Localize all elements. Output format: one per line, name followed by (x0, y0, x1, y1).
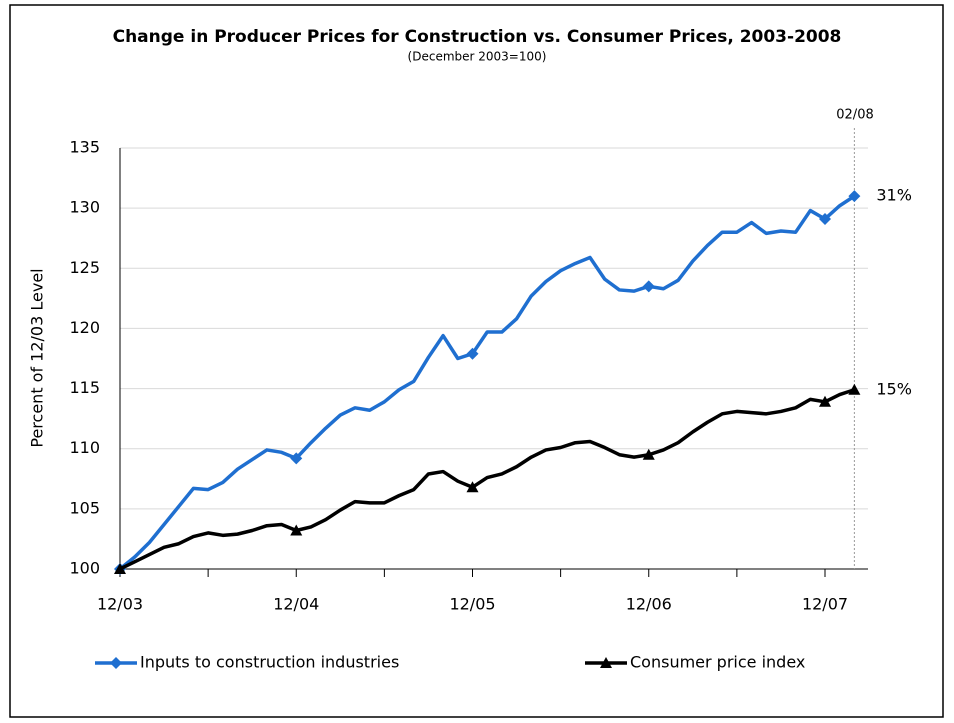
end-label: 31% (876, 186, 912, 205)
frame (9, 4, 944, 718)
x-tick-label: 12/06 (626, 595, 672, 614)
y-tick-label: 100 (69, 559, 100, 578)
y-axis-label: Percent of 12/03 Level (28, 268, 47, 447)
chart-title: Change in Producer Prices for Constructi… (113, 27, 842, 47)
legend-label: Inputs to construction industries (140, 653, 399, 672)
diamond-marker (290, 452, 303, 465)
triangle-marker (600, 657, 612, 668)
diamond-marker (642, 280, 655, 293)
diamond-marker (848, 190, 861, 203)
diamond-marker (110, 657, 122, 669)
triangle-marker (466, 481, 479, 493)
triangle-marker (290, 524, 303, 536)
legend-label: Consumer price index (630, 653, 805, 672)
diamond-marker (819, 212, 831, 225)
y-tick-label: 120 (69, 318, 100, 337)
end-label: 15% (876, 379, 912, 398)
triangle-marker (848, 383, 861, 395)
triangle-marker (114, 563, 126, 574)
series-line (119, 388, 855, 571)
series-line (118, 194, 856, 571)
y-tick-label: 115 (69, 378, 100, 397)
triangle-marker (642, 448, 655, 460)
x-tick-label: 12/05 (449, 595, 495, 614)
y-tick-label: 125 (69, 258, 100, 277)
y-tick-label: 130 (69, 198, 100, 217)
x-tick-label: 12/03 (97, 595, 143, 614)
y-tick-label: 135 (69, 138, 100, 157)
triangle-marker (819, 395, 831, 407)
chart-subtitle: (December 2003=100) (408, 50, 547, 64)
x-tick-label: 12/07 (802, 595, 848, 614)
x-tick-label: 12/04 (273, 595, 319, 614)
annotation: 02/08 (836, 108, 873, 123)
y-tick-label: 110 (69, 438, 100, 457)
y-tick-label: 105 (69, 498, 100, 517)
diamond-marker (466, 347, 479, 360)
